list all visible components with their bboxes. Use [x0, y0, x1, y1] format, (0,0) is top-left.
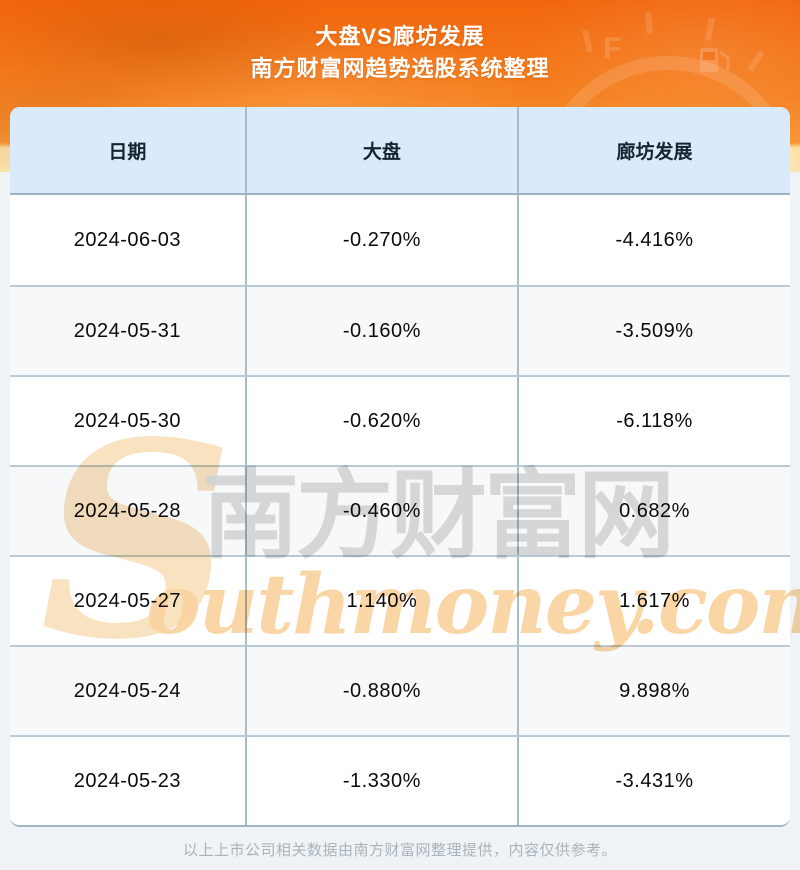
- cell-date: 2024-06-03: [73, 228, 182, 251]
- cell-date: 2024-05-27: [73, 589, 182, 612]
- column-header-market: 大盘: [244, 107, 517, 193]
- cell-market: -0.620%: [244, 377, 517, 465]
- disclaimer-text: 以上上市公司相关数据由南方财富网整理提供，内容仅供参考。: [182, 842, 617, 859]
- cell-stock: -6.118%: [516, 377, 790, 465]
- table-row: 2024-05-30 -0.620% -6.118%: [10, 375, 790, 465]
- cell-date: 2024-05-28: [73, 499, 182, 522]
- table-header-row: 日期 大盘 廊坊发展: [10, 107, 790, 195]
- hero-titles: 大盘VS廊坊发展 南方财富网趋势选股系统整理: [0, 21, 800, 85]
- footer: 以上上市公司相关数据由南方财富网整理提供，内容仅供参考。: [0, 829, 800, 870]
- cell-market: -0.160%: [244, 287, 517, 375]
- table-body: 2024-06-03 -0.270% -4.416% 2024-05-31 -0.160…: [10, 195, 790, 825]
- page-subtitle: 南方财富网趋势选股系统整理: [250, 56, 550, 81]
- table-row: 2024-06-03 -0.270% -4.416%: [10, 195, 790, 285]
- table-row: 2024-05-28 -0.460% 0.682%: [10, 465, 790, 555]
- cell-market: 1.140%: [244, 557, 517, 645]
- page-title: 大盘VS廊坊发展: [315, 24, 485, 49]
- table-row: 2024-05-23 -1.330% -3.431%: [10, 735, 790, 825]
- cell-stock: -3.509%: [516, 287, 790, 375]
- cell-date: 2024-05-24: [73, 679, 182, 702]
- cell-market: -1.330%: [244, 737, 517, 825]
- cell-stock: -3.431%: [516, 737, 790, 825]
- cell-market: -0.460%: [244, 467, 517, 555]
- table-row: 2024-05-31 -0.160% -3.509%: [10, 285, 790, 375]
- cell-market: -0.880%: [244, 647, 517, 735]
- cell-stock: -4.416%: [516, 195, 790, 285]
- table-row: 2024-05-24 -0.880% 9.898%: [10, 645, 790, 735]
- column-header-date: 日期: [108, 141, 147, 163]
- data-table: 日期 大盘 廊坊发展 2024-06-03 -0.270% -4.416% 2024-…: [10, 107, 790, 827]
- cell-date: 2024-05-31: [73, 319, 182, 342]
- cell-market: -0.270%: [244, 195, 517, 285]
- cell-stock: 0.682%: [516, 467, 790, 555]
- cell-stock: 9.898%: [516, 647, 790, 735]
- cell-stock: 1.617%: [516, 557, 790, 645]
- column-header-stock: 廊坊发展: [516, 107, 790, 193]
- cell-date: 2024-05-30: [73, 409, 182, 432]
- svg-text:F: F: [603, 32, 621, 65]
- table-row: 2024-05-27 1.140% 1.617%: [10, 555, 790, 645]
- cell-date: 2024-05-23: [73, 769, 182, 792]
